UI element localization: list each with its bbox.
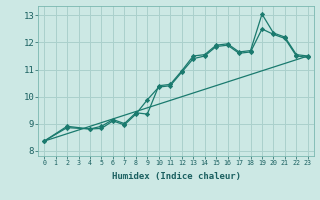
X-axis label: Humidex (Indice chaleur): Humidex (Indice chaleur)	[111, 172, 241, 181]
